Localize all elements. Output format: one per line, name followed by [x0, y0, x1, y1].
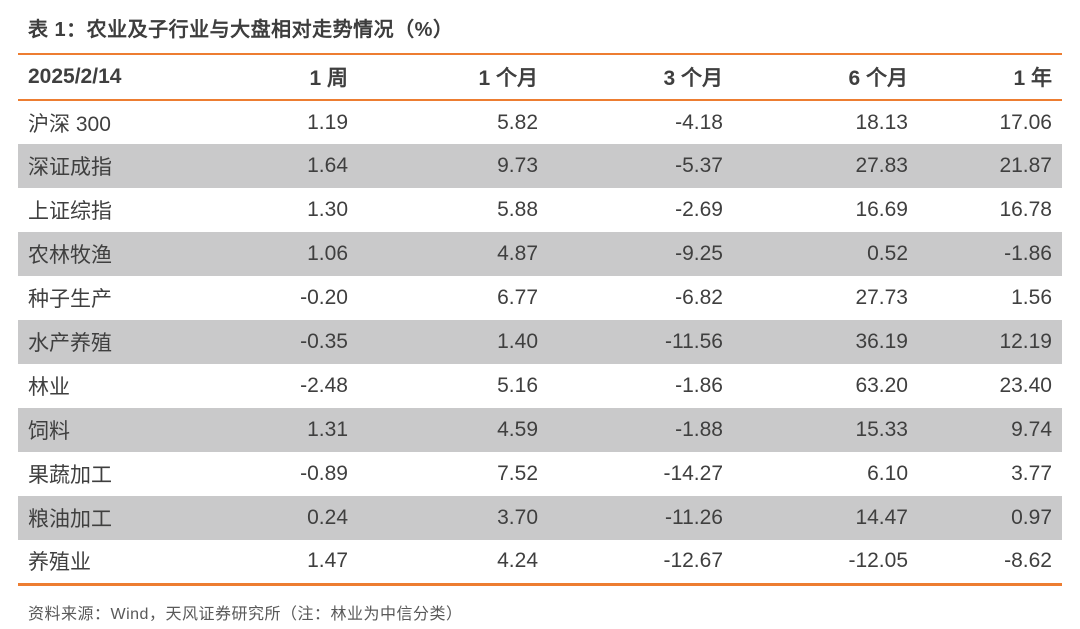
col-header-date: 2025/2/14 — [18, 54, 208, 100]
cell-value: -2.69 — [675, 198, 723, 221]
table-row: 林业 -2.48 5.16 -1.86 63.20 23.40 — [18, 364, 1062, 408]
cell-value: 3.70 — [497, 506, 538, 529]
cell-value: 17.06 — [999, 110, 1052, 134]
table-row: 农林牧渔 1.06 4.87 -9.25 0.52 -1.86 — [18, 232, 1062, 276]
cell-value: 6.77 — [497, 286, 538, 309]
cell-value: -11.56 — [665, 330, 723, 353]
source-note: 资料来源：Wind，天风证券研究所（注：林业为中信分类） — [28, 605, 463, 623]
cell-value: 4.59 — [497, 418, 538, 441]
cell-value: -0.89 — [300, 462, 348, 485]
cell-value: 18.13 — [855, 110, 908, 134]
cell-value: 27.83 — [855, 154, 908, 177]
cell-value: -14.27 — [663, 462, 723, 485]
row-label: 饲料 — [28, 420, 70, 443]
cell-value: 3.77 — [1011, 462, 1052, 485]
cell-value: -9.25 — [675, 242, 723, 265]
cell-value: 6.10 — [867, 462, 908, 485]
cell-value: 1.64 — [307, 154, 348, 177]
cell-value: -8.62 — [1004, 549, 1052, 573]
row-label: 林业 — [28, 376, 70, 399]
cell-value: -1.88 — [675, 418, 723, 441]
cell-value: 9.74 — [1011, 418, 1052, 441]
row-label: 沪深 300 — [28, 112, 111, 136]
table-body: 沪深 300 1.19 5.82 -4.18 18.13 17.06 深证成指 1.64 9.7… — [18, 100, 1062, 584]
table-row: 果蔬加工 -0.89 7.52 -14.27 6.10 3.77 — [18, 452, 1062, 496]
cell-value: 23.40 — [999, 374, 1052, 397]
cell-value: -1.86 — [675, 374, 723, 397]
cell-value: 27.73 — [855, 286, 908, 309]
row-label: 水产养殖 — [28, 332, 112, 355]
cell-value: -6.82 — [675, 286, 723, 309]
cell-value: 0.52 — [867, 242, 908, 265]
cell-value: 1.56 — [1011, 286, 1052, 309]
cell-value: 14.47 — [855, 506, 908, 529]
cell-value: 0.24 — [307, 506, 348, 529]
cell-value: 7.52 — [497, 462, 538, 485]
col-header-period: 1 周 — [208, 54, 358, 100]
cell-value: 1.19 — [307, 110, 348, 134]
cell-value: 0.97 — [1011, 506, 1052, 529]
row-label: 深证成指 — [28, 156, 112, 179]
table-row: 上证综指 1.30 5.88 -2.69 16.69 16.78 — [18, 188, 1062, 232]
table-row: 水产养殖 -0.35 1.40 -11.56 36.19 12.19 — [18, 320, 1062, 364]
cell-value: -12.05 — [848, 549, 908, 573]
row-label: 农林牧渔 — [28, 244, 112, 267]
cell-value: 16.69 — [855, 198, 908, 221]
cell-value: 1.31 — [307, 418, 348, 441]
table-row: 饲料 1.31 4.59 -1.88 15.33 9.74 — [18, 408, 1062, 452]
row-label: 种子生产 — [28, 288, 112, 311]
cell-value: 16.78 — [999, 198, 1052, 221]
cell-value: 1.06 — [307, 242, 348, 265]
row-label: 上证综指 — [28, 200, 112, 223]
row-label: 粮油加工 — [28, 508, 112, 531]
cell-value: 21.87 — [999, 154, 1052, 177]
cell-value: -1.86 — [1004, 242, 1052, 265]
cell-value: -0.20 — [300, 286, 348, 309]
table-row: 粮油加工 0.24 3.70 -11.26 14.47 0.97 — [18, 496, 1062, 540]
cell-value: 15.33 — [855, 418, 908, 441]
table-row: 深证成指 1.64 9.73 -5.37 27.83 21.87 — [18, 144, 1062, 188]
cell-value: 1.30 — [307, 198, 348, 221]
table-title: 表 1：农业及子行业与大盘相对走势情况（%） — [28, 19, 454, 41]
col-header-period: 6 个月 — [733, 54, 918, 100]
row-label: 养殖业 — [28, 551, 91, 575]
cell-value: 9.73 — [497, 154, 538, 177]
cell-value: -11.26 — [665, 506, 723, 529]
cell-value: 4.24 — [497, 549, 538, 573]
cell-value: -5.37 — [675, 154, 723, 177]
cell-value: 1.47 — [307, 549, 348, 573]
col-header-period: 1 年 — [918, 54, 1062, 100]
cell-value: 36.19 — [855, 330, 908, 353]
cell-value: -2.48 — [300, 374, 348, 397]
cell-value: -12.67 — [663, 549, 723, 573]
cell-value: 5.16 — [497, 374, 538, 397]
cell-value: 63.20 — [855, 374, 908, 397]
cell-value: 5.82 — [497, 110, 538, 134]
cell-value: -0.35 — [300, 330, 348, 353]
table-row: 养殖业 1.47 4.24 -12.67 -12.05 -8.62 — [18, 540, 1062, 584]
cell-value: 12.19 — [999, 330, 1052, 353]
col-header-period: 1 个月 — [358, 54, 548, 100]
col-header-period: 3 个月 — [548, 54, 733, 100]
cell-value: 1.40 — [497, 330, 538, 353]
cell-value: 4.87 — [497, 242, 538, 265]
cell-value: 5.88 — [497, 198, 538, 221]
row-label: 果蔬加工 — [28, 464, 112, 487]
table-row: 沪深 300 1.19 5.82 -4.18 18.13 17.06 — [18, 100, 1062, 144]
cell-value: -4.18 — [675, 110, 723, 134]
table-row: 种子生产 -0.20 6.77 -6.82 27.73 1.56 — [18, 276, 1062, 320]
